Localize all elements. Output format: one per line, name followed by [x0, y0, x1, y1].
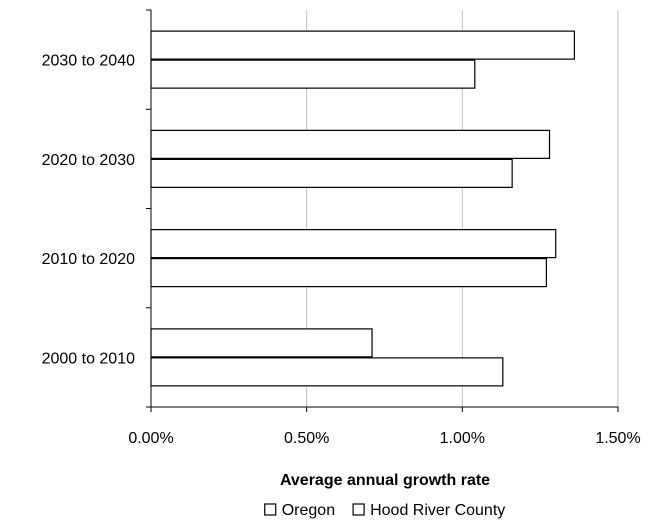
legend-label: Hood River County: [370, 502, 505, 519]
x-tick-label: 1.50%: [595, 430, 640, 447]
bar-oregon: [150, 328, 373, 358]
bar-oregon: [150, 129, 551, 159]
y-tick-label: 2030 to 2040: [42, 53, 136, 70]
x-axis-title: Average annual growth rate: [280, 472, 490, 489]
labels: Average annual growth rate 2030 to 2040 2…: [42, 53, 641, 489]
legend-swatch: [352, 503, 365, 516]
y-tick-label: 2020 to 2030: [42, 152, 136, 169]
bars: [150, 30, 576, 387]
bar-oregon: [150, 30, 576, 60]
bar-hood-river-county: [150, 357, 504, 387]
legend-swatch: [264, 503, 277, 516]
y-tick-label: 2000 to 2010: [42, 350, 136, 367]
bar-hood-river-county: [150, 258, 547, 288]
x-tick-label: 0.50%: [284, 430, 329, 447]
bar-oregon: [150, 229, 557, 259]
legend-label: Oregon: [282, 502, 335, 519]
axes: [146, 9, 619, 412]
x-tick-label: 0.00%: [128, 430, 173, 447]
x-tick-label: 1.00%: [440, 430, 485, 447]
bar-hood-river-county: [150, 158, 513, 188]
bar-hood-river-county: [150, 59, 476, 89]
y-tick-label: 2010 to 2020: [42, 251, 136, 268]
legend: Oregon Hood River County: [264, 502, 505, 519]
